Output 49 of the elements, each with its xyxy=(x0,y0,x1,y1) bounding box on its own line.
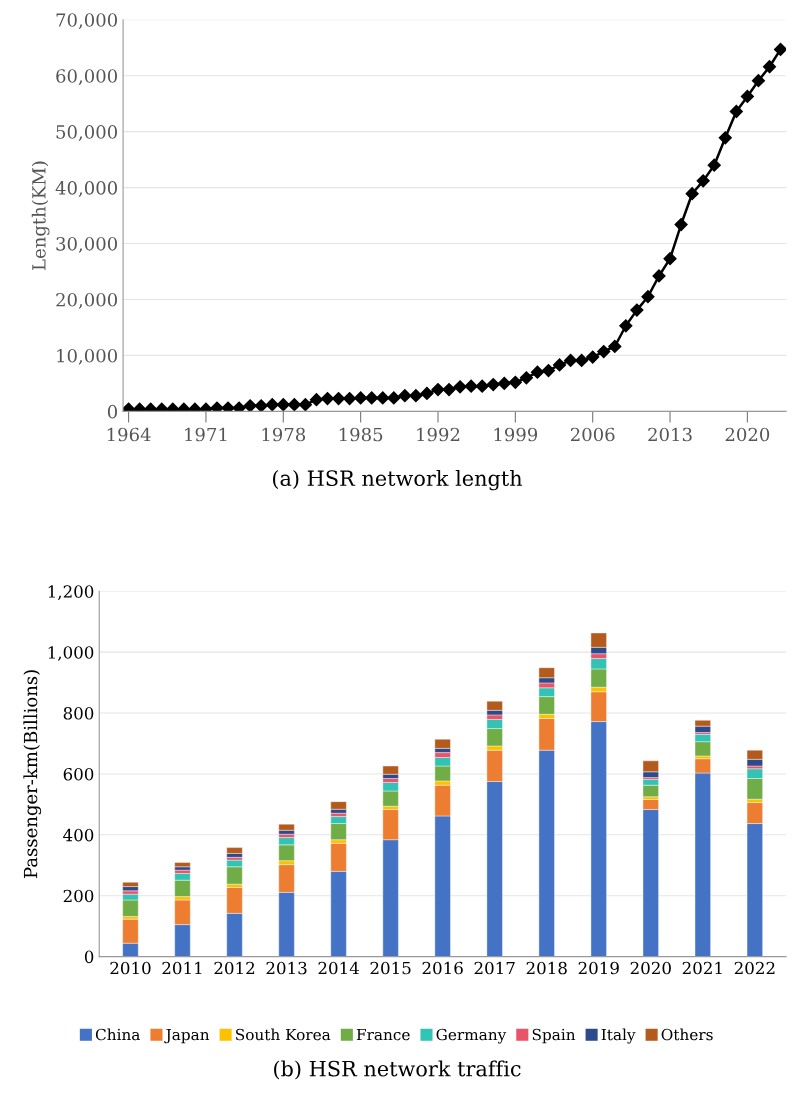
y-tick-label: 30,000 xyxy=(56,236,118,253)
legend-label: Spain xyxy=(532,1028,576,1044)
x-tick-label: 1999 xyxy=(494,427,538,442)
y-tick-label: 0 xyxy=(107,404,118,419)
legend-label: South Korea xyxy=(236,1028,331,1041)
legend-label: Italy xyxy=(601,1028,636,1044)
x-tick-label: 1978 xyxy=(262,427,306,442)
x-tick-label: 2018 xyxy=(526,961,567,975)
y-tick-label: 70,000 xyxy=(56,13,118,30)
y-tick-label: 60,000 xyxy=(56,69,118,86)
legend-label: China xyxy=(95,1028,140,1041)
x-tick-label: 2012 xyxy=(214,961,255,975)
y-tick-label: 50,000 xyxy=(56,125,118,141)
y-tick-label: 600 xyxy=(63,767,94,781)
y-tick-label: 400 xyxy=(63,828,94,842)
legend-label: Germany xyxy=(436,1028,507,1044)
x-tick-label: 2022 xyxy=(734,961,775,975)
x-tick-label: 2011 xyxy=(162,961,202,975)
x-tick-label: 1992 xyxy=(417,427,460,442)
x-tick-label: 2020 xyxy=(630,961,671,975)
x-tick-label: 2015 xyxy=(370,961,411,975)
y-tick-label: 1,000 xyxy=(48,646,94,661)
x-tick-label: 2014 xyxy=(318,961,359,975)
x-tick-label: 1971 xyxy=(185,427,227,442)
x-tick-label: 2006 xyxy=(570,427,615,442)
x-tick-label: 2013 xyxy=(648,427,692,442)
x-tick-label: 1964 xyxy=(107,427,151,442)
x-tick-label: 1985 xyxy=(339,427,383,442)
legend-label: Others xyxy=(661,1028,713,1041)
y-axis-title: Passenger-km(Billions) xyxy=(23,670,42,879)
x-tick-label: 2010 xyxy=(110,961,151,975)
x-tick-label: 2013 xyxy=(266,961,307,975)
y-tick-label: 10,000 xyxy=(57,348,118,365)
legend-label: France xyxy=(356,1028,410,1041)
x-tick-label: 2020 xyxy=(725,427,770,442)
text: (b) HSR network traffic xyxy=(274,1060,521,1080)
y-axis-title: Length(KM) xyxy=(31,161,50,270)
y-tick-label: 0 xyxy=(84,950,94,964)
text: (a) HSR network length xyxy=(273,469,523,491)
x-tick-label: 2019 xyxy=(578,961,619,975)
x-tick-label: 2021 xyxy=(682,961,722,975)
y-tick-label: 800 xyxy=(63,707,94,720)
y-tick-label: 20,000 xyxy=(56,292,118,309)
y-tick-label: 40,000 xyxy=(55,181,118,197)
y-tick-label: 200 xyxy=(63,889,94,903)
y-tick-label: 1,200 xyxy=(48,585,94,600)
x-tick-label: 2016 xyxy=(422,961,463,975)
legend-label: Japan xyxy=(164,1028,210,1044)
x-tick-label: 2017 xyxy=(474,961,515,975)
